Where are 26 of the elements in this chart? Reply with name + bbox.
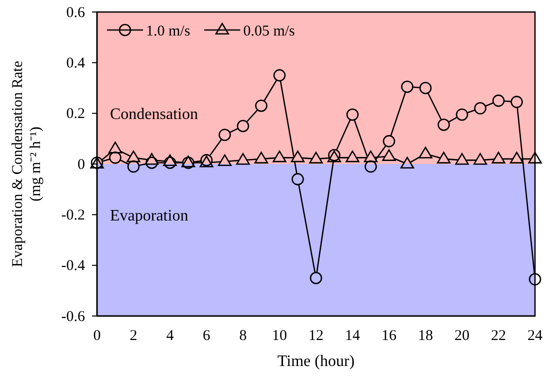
y-tick-label: -0.2 bbox=[61, 207, 85, 224]
y-tick-label: -0.4 bbox=[61, 258, 86, 274]
y-tick-label: 0.2 bbox=[66, 106, 85, 122]
x-tick-label: 10 bbox=[272, 328, 287, 344]
x-tick-label: 0 bbox=[93, 328, 101, 344]
y-tick-label: 0.4 bbox=[66, 55, 86, 72]
x-tick-label: 2 bbox=[130, 328, 138, 344]
x-tick-label: 16 bbox=[382, 328, 397, 344]
x-axis-title: Time (hour) bbox=[277, 353, 355, 370]
x-tick-label: 14 bbox=[345, 328, 360, 344]
band-label: Evaporation bbox=[110, 207, 188, 224]
x-tick-label: 24 bbox=[528, 328, 543, 344]
x-tick-label: 6 bbox=[202, 328, 211, 344]
y-tick-label: -0.6 bbox=[61, 308, 86, 325]
band-label: Condensation bbox=[110, 106, 198, 123]
x-tick-label: 20 bbox=[454, 328, 470, 344]
x-tick-label: 18 bbox=[418, 328, 433, 344]
y-tick-label: 0.6 bbox=[66, 4, 86, 21]
y-tick-label: 0 bbox=[78, 156, 85, 173]
legend-label: 0.05 m/s bbox=[243, 23, 296, 40]
y-axis-title: Evaporation & Condensation Rate (mg m⁻² h⁻¹) bbox=[10, 60, 44, 268]
x-tick-label: 8 bbox=[239, 328, 247, 344]
x-tick-label: 12 bbox=[308, 328, 324, 344]
x-tick-label: 22 bbox=[491, 328, 506, 344]
x-tick-label: 4 bbox=[166, 328, 174, 344]
legend-label: 1.0 m/s bbox=[146, 23, 190, 40]
